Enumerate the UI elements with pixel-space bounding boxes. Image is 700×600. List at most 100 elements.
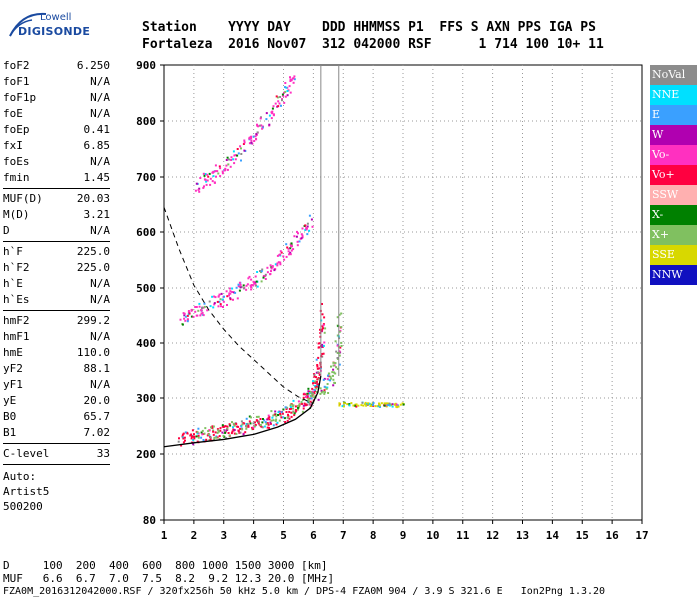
echo-point: [401, 402, 404, 405]
echo-point: [204, 178, 207, 181]
param-name: B0: [3, 410, 17, 423]
echo-point: [326, 383, 329, 385]
echo-point: [395, 405, 398, 408]
echo-point: [224, 431, 227, 434]
echo-point: [262, 276, 265, 279]
echo-point: [284, 421, 287, 423]
echo-point: [374, 405, 377, 408]
echo-point: [320, 345, 323, 348]
echo-point: [233, 429, 236, 431]
x-tick-label: 13: [516, 529, 529, 542]
echo-point: [296, 230, 298, 233]
y-tick-label: 900: [136, 59, 156, 72]
echo-point: [317, 398, 320, 401]
echo-point: [391, 403, 394, 406]
echo-point: [256, 419, 259, 422]
echo-point: [181, 323, 184, 326]
echo-point: [331, 371, 334, 374]
echo-point: [348, 403, 351, 406]
echo-point: [257, 420, 260, 423]
echo-point: [315, 371, 318, 374]
echo-point: [323, 389, 326, 392]
echo-point: [203, 174, 206, 177]
echo-point: [222, 306, 224, 308]
echo-point: [187, 311, 190, 314]
echo-point: [253, 140, 256, 142]
echo-point: [217, 430, 220, 433]
echo-point: [261, 426, 264, 429]
echo-point: [225, 290, 228, 293]
divider: [3, 464, 110, 465]
echo-point: [270, 270, 272, 273]
param-value: 33: [96, 447, 110, 460]
echo-point: [236, 297, 239, 300]
param-row: foEp 0.41: [3, 122, 110, 138]
divider: [3, 188, 110, 189]
echo-point: [302, 404, 305, 407]
echo-point: [197, 309, 200, 312]
echo-point: [229, 297, 232, 300]
y-tick-label: 500: [136, 282, 156, 295]
echo-point: [255, 133, 258, 136]
x-tick-label: 14: [546, 529, 560, 542]
echo-point: [306, 222, 309, 225]
echo-point: [364, 401, 367, 404]
echo-point: [250, 284, 253, 286]
param-name: foE: [3, 107, 23, 120]
echo-point: [227, 163, 230, 166]
echo-point: [309, 397, 312, 400]
echo-point: [305, 227, 308, 230]
echo-point: [272, 424, 275, 427]
param-value: 6.250: [76, 59, 110, 72]
echo-point: [288, 253, 290, 256]
echo-point: [218, 165, 221, 168]
echo-point: [314, 382, 317, 384]
param-row: foEs N/A: [3, 154, 110, 170]
echo-point: [195, 182, 198, 185]
echo-point: [305, 395, 308, 398]
echo-point: [236, 148, 239, 150]
y-tick-label: 700: [136, 171, 156, 184]
echo-point: [332, 384, 335, 387]
echo-point: [239, 431, 242, 434]
param-group-confidence: C-level 33: [3, 446, 110, 462]
echo-point: [205, 183, 208, 186]
x-tick-label: 15: [576, 529, 589, 542]
echo-point: [265, 118, 268, 121]
echo-point: [289, 78, 292, 81]
auto-line: Auto:: [3, 470, 37, 483]
echo-point: [293, 412, 296, 415]
echo-point: [230, 432, 233, 435]
param-row: foE N/A: [3, 106, 110, 122]
echo-point: [256, 123, 258, 126]
muf-dashed-curve: [163, 207, 314, 405]
param-value: N/A: [90, 107, 110, 120]
x-tick-label: 16: [606, 529, 620, 542]
echo-point: [239, 427, 242, 430]
echo-point: [254, 281, 257, 284]
echo-point: [293, 75, 296, 78]
echo-point: [302, 396, 305, 399]
echo-point: [217, 305, 220, 308]
param-group-critical-frequencies: foF2 6.250 foF1 N/A foF1p N/A foE N/A foEp 0.41 fx…: [3, 58, 110, 186]
echo-point: [338, 404, 341, 407]
echo-point: [327, 392, 330, 394]
echo-point: [225, 437, 228, 440]
echo-point: [258, 124, 261, 127]
echo-point: [257, 422, 260, 425]
echo-point: [304, 393, 307, 396]
echo-point: [268, 114, 271, 117]
x-tick-label: 9: [400, 529, 407, 542]
echo-point: [319, 332, 322, 334]
echo-point: [386, 404, 389, 407]
echo-point: [341, 405, 344, 408]
echo-point: [267, 423, 270, 426]
echo-point: [218, 293, 221, 296]
param-row: h`E N/A: [3, 276, 110, 292]
echo-point: [265, 423, 268, 426]
echo-point: [384, 404, 387, 407]
echo-point: [311, 390, 314, 393]
echo-point: [262, 418, 264, 420]
echo-point: [200, 431, 203, 434]
echo-point: [397, 405, 400, 408]
